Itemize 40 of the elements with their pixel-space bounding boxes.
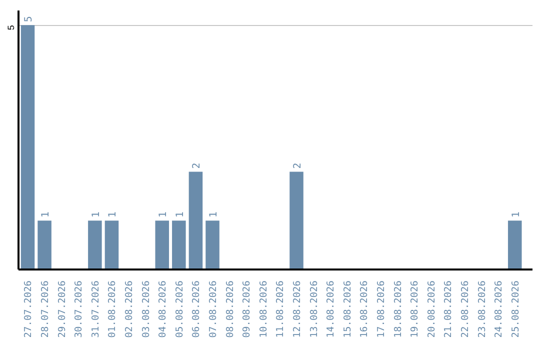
x-tick-label: 25.08.2026: [510, 280, 522, 338]
x-tick-label: 22.08.2026: [460, 280, 471, 338]
x-tick-label: 11.08.2026: [275, 280, 286, 338]
x-tick-label: 21.08.2026: [443, 280, 454, 338]
x-tick-label: 07.08.2026: [208, 280, 220, 338]
x-tick-label: 18.08.2026: [392, 280, 404, 338]
x-tick-label: 12.08.2026: [292, 280, 303, 338]
x-tick-label: 28.07.2026: [40, 280, 52, 338]
x-tick-label: 14.08.2026: [326, 280, 337, 338]
data-label: 2: [192, 162, 203, 169]
x-tick-label: 08.08.2026: [224, 280, 236, 338]
x-tick-label: 06.08.2026: [191, 280, 202, 338]
data-label: 1: [40, 212, 52, 218]
x-tick-label: 03.08.2026: [140, 280, 152, 338]
x-tick-label: 13.08.2026: [308, 280, 320, 338]
data-label: 5: [24, 16, 35, 22]
x-tick-label: 20.08.2026: [426, 280, 438, 338]
x-tick-label: 27.07.2026: [23, 280, 34, 338]
x-tick-label: 01.08.2026: [107, 280, 118, 338]
x-tick-label: 15.08.2026: [342, 280, 354, 338]
x-tick-label: 10.08.2026: [258, 280, 270, 338]
x-tick-label: 16.08.2026: [359, 280, 370, 338]
x-tick-label: 09.08.2026: [242, 280, 253, 338]
data-label: 1: [108, 212, 119, 218]
x-tick-label: 31.07.2026: [90, 280, 102, 338]
x-tick-label: 19.08.2026: [410, 280, 421, 338]
x-tick-label: 05.08.2026: [174, 280, 186, 338]
data-label: 2: [292, 162, 304, 169]
x-tick-label: 24.08.2026: [494, 280, 505, 338]
data-label: 1: [90, 212, 102, 218]
data-label: 1: [174, 212, 186, 218]
data-label: 1: [208, 212, 220, 218]
x-tick-label: 29.07.2026: [56, 280, 68, 338]
data-label: 1: [158, 212, 170, 218]
x-tick-label: 17.08.2026: [376, 280, 387, 338]
x-tick-label: 30.07.2026: [74, 280, 85, 338]
x-tick-label: 02.08.2026: [124, 280, 136, 338]
x-tick-label: 04.08.2026: [158, 280, 169, 338]
data-label: 1: [510, 212, 522, 218]
x-tick-label: 23.08.2026: [476, 280, 488, 338]
